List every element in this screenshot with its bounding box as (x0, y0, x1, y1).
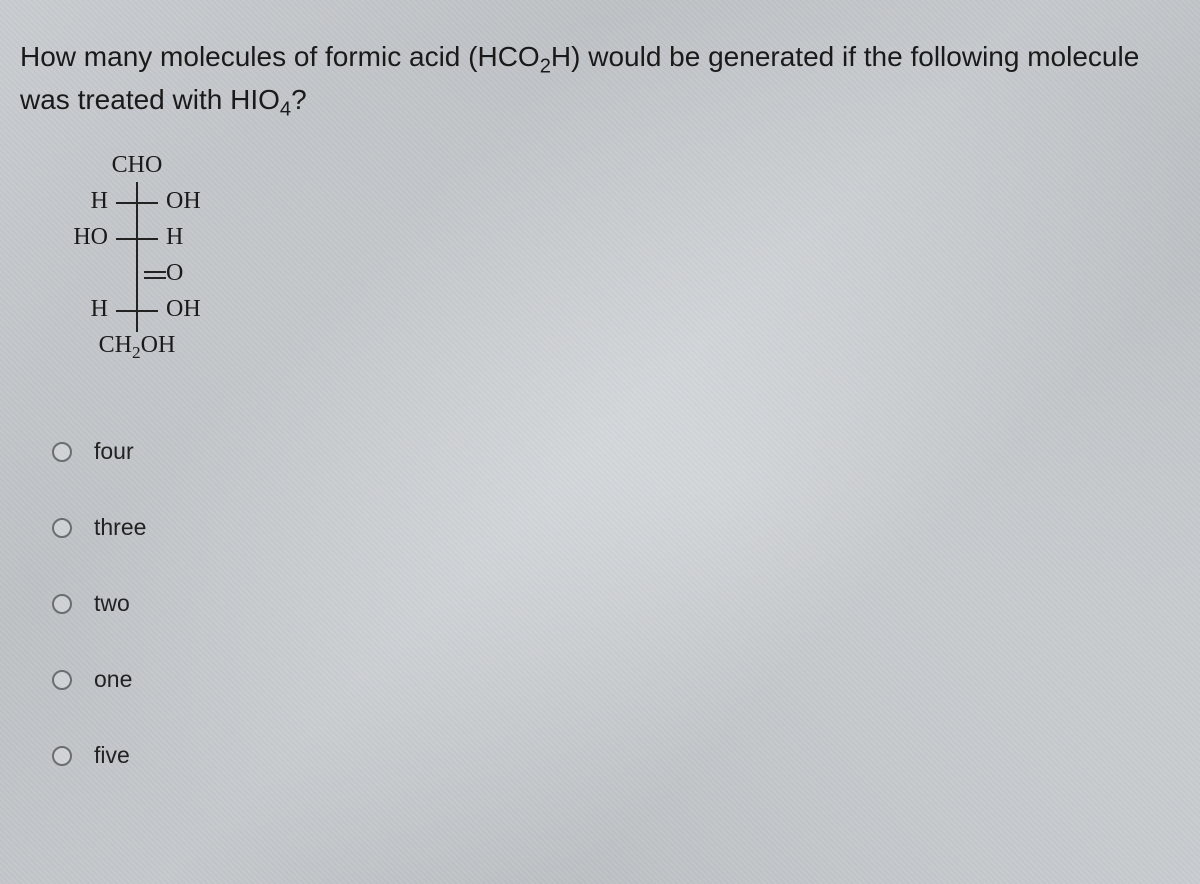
radio-icon[interactable] (52, 746, 72, 766)
double-bond-icon (144, 270, 166, 280)
option-label: one (94, 666, 132, 693)
fischer-row-3-left: H (60, 296, 108, 323)
question-text: How many molecules of formic acid (HCO2H… (20, 35, 1180, 122)
fischer-row-2: O (60, 256, 1180, 292)
option-two[interactable]: two (52, 566, 1180, 642)
fischer-projection: CHO H OH HO H O H (60, 148, 1180, 364)
radio-icon[interactable] (52, 594, 72, 614)
fischer-row-3: H OH (60, 292, 1180, 328)
question-sub-1: 2 (540, 56, 551, 78)
option-five[interactable]: five (52, 718, 1180, 794)
fischer-row-1-right: H (166, 224, 226, 251)
radio-icon[interactable] (52, 442, 72, 462)
option-label: three (94, 514, 146, 541)
option-label: two (94, 590, 130, 617)
fischer-row-2-right: O (166, 260, 226, 287)
fischer-top: CHO (108, 152, 166, 179)
fischer-row-0-left: H (60, 188, 108, 215)
option-label: five (94, 742, 130, 769)
fischer-row-3-right: OH (166, 296, 226, 323)
radio-icon[interactable] (52, 670, 72, 690)
fischer-top-row: CHO (60, 148, 1180, 184)
question-part-3: ? (291, 84, 307, 115)
fischer-row-0: H OH (60, 184, 1180, 220)
radio-icon[interactable] (52, 518, 72, 538)
option-label: four (94, 438, 134, 465)
option-one[interactable]: one (52, 642, 1180, 718)
option-four[interactable]: four (52, 414, 1180, 490)
answer-options: four three two one five (52, 414, 1180, 794)
option-three[interactable]: three (52, 490, 1180, 566)
fischer-bottom-row: CH2OH (60, 328, 1180, 364)
fischer-row-0-right: OH (166, 188, 226, 215)
fischer-bottom: CH2OH (92, 332, 182, 359)
fischer-row-1: HO H (60, 220, 1180, 256)
question-sub-2: 4 (280, 99, 291, 121)
fischer-row-1-left: HO (60, 224, 108, 251)
question-part-1: How many molecules of formic acid (HCO (20, 41, 540, 72)
